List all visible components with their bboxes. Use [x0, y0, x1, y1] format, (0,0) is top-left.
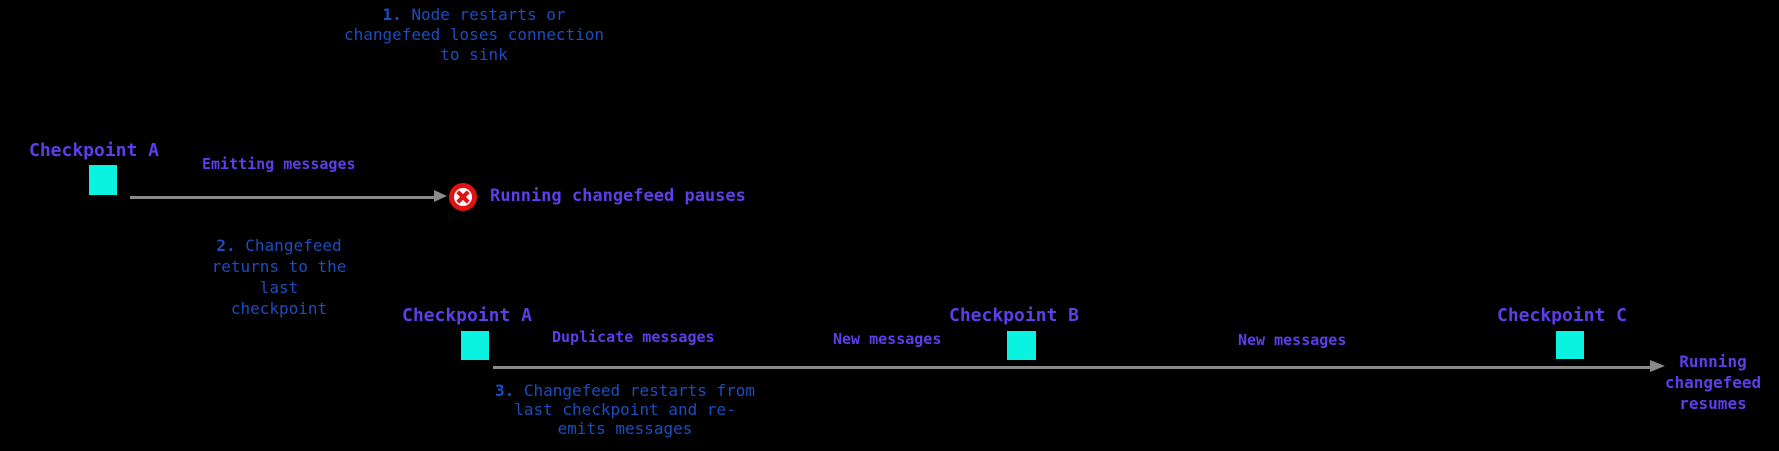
- error-x-circle-icon: [449, 183, 477, 211]
- step-1-number: 1.: [382, 5, 402, 24]
- checkpoint-c-label: Checkpoint C: [1496, 305, 1628, 326]
- checkpoint-b-label: Checkpoint B: [948, 305, 1080, 326]
- step-3-number: 3.: [494, 381, 515, 400]
- checkpoint-a-marker-top: [89, 165, 117, 195]
- step-1-note: 1. Node restarts or changefeed loses con…: [344, 5, 604, 65]
- duplicate-messages-label: Duplicate messages: [552, 328, 715, 346]
- timeline-arrow-2-head-icon: [1650, 360, 1665, 372]
- checkpoint-b-marker: [1007, 331, 1036, 360]
- checkpoint-a-marker-bottom: [461, 331, 489, 360]
- step-3-text: Changefeed restarts from last checkpoint…: [514, 381, 756, 438]
- checkpoint-a-label-top: Checkpoint A: [28, 140, 160, 161]
- running-changefeed-resumes-label: Running changefeed resumes: [1664, 352, 1762, 413]
- step-2-text: Changefeed returns to the last checkpoin…: [211, 236, 347, 318]
- running-changefeed-pauses-label: Running changefeed pauses: [490, 186, 746, 206]
- timeline-arrow-1-head-icon: [434, 190, 447, 202]
- emitting-messages-label: Emitting messages: [202, 155, 356, 173]
- new-messages-label-2: New messages: [1238, 331, 1347, 349]
- step-2-note: 2. Changefeed returns to the last checkp…: [212, 235, 347, 319]
- timeline-arrow-1-line: [130, 196, 434, 199]
- timeline-arrow-2-line: [493, 366, 1650, 369]
- checkpoint-c-marker: [1556, 331, 1584, 359]
- step-2-number: 2.: [216, 236, 236, 255]
- step-3-note: 3. Changefeed restarts from last checkpo…: [495, 381, 755, 438]
- step-1-text: Node restarts or changefeed loses connec…: [343, 5, 605, 64]
- new-messages-label-1: New messages: [833, 330, 942, 348]
- checkpoint-a-label-bottom: Checkpoint A: [401, 305, 533, 326]
